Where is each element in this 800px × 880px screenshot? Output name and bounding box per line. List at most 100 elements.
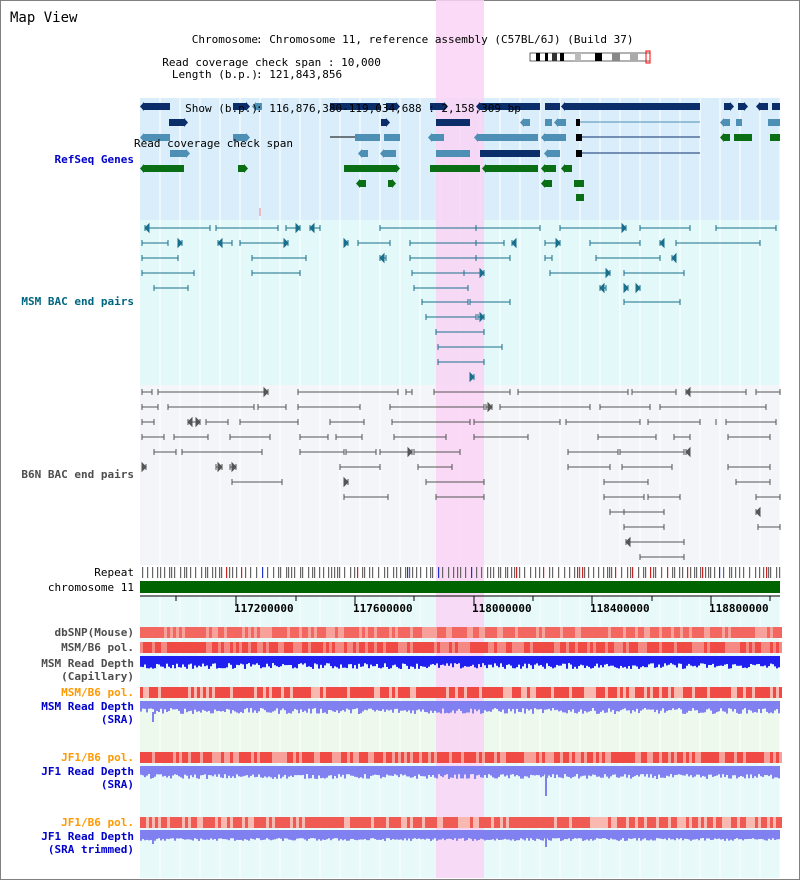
track-label-jf1-read-depth[interactable]: JF1 Read Depth (SRA) xyxy=(41,765,134,791)
depth-bar xyxy=(332,701,334,712)
depth-bar xyxy=(694,766,696,777)
heat-cell xyxy=(290,642,293,653)
track-label-repeat[interactable]: Repeat xyxy=(94,566,134,579)
heat-cell xyxy=(401,627,404,638)
depth-bar xyxy=(526,766,528,777)
heat-cell xyxy=(749,817,752,828)
heat-cell xyxy=(545,642,548,653)
heat-cell xyxy=(488,752,491,763)
heat-cell xyxy=(566,752,569,763)
depth-bar xyxy=(760,701,762,714)
depth-bar xyxy=(168,701,170,711)
depth-bar xyxy=(594,766,596,775)
heat-cell xyxy=(152,817,155,828)
depth-bar xyxy=(318,701,320,714)
depth-bar xyxy=(320,830,322,841)
depth-spike xyxy=(545,774,547,796)
heat-cell xyxy=(287,752,290,763)
gene-arrow xyxy=(444,102,448,111)
gene-arrow xyxy=(428,133,432,142)
gene-arrow xyxy=(561,164,565,173)
heat-cell xyxy=(152,687,155,698)
depth-bar xyxy=(368,830,370,841)
depth-bar xyxy=(176,830,178,839)
depth-bar xyxy=(672,656,674,665)
track-label-b6n-bac[interactable]: B6N BAC end pairs xyxy=(21,468,134,481)
heat-cell xyxy=(509,817,512,828)
track-label-refseq[interactable]: RefSeq Genes xyxy=(54,153,134,166)
track-label-msm-read-depth-sra[interactable]: MSM Read Depth (SRA) xyxy=(41,700,134,726)
depth-bar xyxy=(310,656,312,668)
track-label-jf1-b6-pol-1[interactable]: JF1/B6 pol. xyxy=(61,751,134,764)
track-label-msm-b6-pol-1[interactable]: MSM/B6 pol. xyxy=(61,641,134,654)
heat-cell xyxy=(662,752,665,763)
depth-bar xyxy=(582,766,584,776)
depth-bar xyxy=(296,701,298,710)
depth-bar xyxy=(180,701,182,714)
depth-bar xyxy=(184,830,186,840)
bac-arrow xyxy=(187,416,193,428)
depth-bar xyxy=(470,701,472,709)
heat-cell xyxy=(182,817,185,828)
heat-cell xyxy=(551,627,554,638)
track-label-jf1-b6-pol-2[interactable]: JF1/B6 pol. xyxy=(61,816,134,829)
depth-bar xyxy=(324,656,326,666)
heat-cell xyxy=(224,627,227,638)
depth-bar xyxy=(528,830,530,841)
track-label-msm-bac[interactable]: MSM BAC end pairs xyxy=(21,295,134,308)
depth-bar xyxy=(388,830,390,839)
depth-bar xyxy=(312,656,314,669)
depth-bar xyxy=(192,656,194,669)
depth-bar xyxy=(476,766,478,776)
heat-cell xyxy=(194,627,197,638)
depth-bar xyxy=(350,701,352,714)
heat-cell xyxy=(236,752,239,763)
depth-bar xyxy=(570,656,572,665)
track-label-msm-read-depth-capillary[interactable]: MSM Read Depth (Capillary) xyxy=(41,657,134,683)
heat-cell xyxy=(515,642,518,653)
depth-bar xyxy=(714,656,716,668)
repeat-mark xyxy=(682,567,684,578)
heat-cell xyxy=(407,752,410,763)
depth-bar xyxy=(292,766,294,778)
heat-cell xyxy=(152,752,155,763)
depth-bar xyxy=(422,701,424,710)
gene xyxy=(144,134,170,141)
heat-cell xyxy=(743,627,746,638)
heat-cell xyxy=(341,687,344,698)
depth-bar xyxy=(352,701,354,710)
depth-bar xyxy=(434,766,436,778)
heat-cell xyxy=(566,627,569,638)
bac-arrow xyxy=(407,446,413,458)
depth-bar xyxy=(298,766,300,776)
heat-cell xyxy=(347,642,350,653)
heat-cell xyxy=(254,752,257,763)
depth-bar xyxy=(710,656,712,666)
depth-bar xyxy=(618,766,620,778)
heat-cell xyxy=(455,642,458,653)
bac-arrow xyxy=(295,222,301,234)
track-label-dbsnp[interactable]: dbSNP(Mouse) xyxy=(54,626,134,639)
depth-bar xyxy=(724,830,726,841)
depth-bar xyxy=(314,830,316,839)
heat-cell xyxy=(173,752,176,763)
heat-cell xyxy=(740,687,743,698)
track-label-jf1-read-depth-trimmed[interactable]: JF1 Read Depth (SRA trimmed) xyxy=(41,830,134,856)
depth-bar xyxy=(416,656,418,664)
heat-cell xyxy=(194,817,197,828)
repeat-mark xyxy=(755,567,757,578)
depth-bar xyxy=(582,701,584,714)
heat-cell xyxy=(431,817,434,828)
depth-bar xyxy=(438,830,440,840)
depth-bar xyxy=(504,701,506,714)
depth-bar xyxy=(578,656,580,667)
heat-cell xyxy=(545,752,548,763)
heat-cell xyxy=(344,687,347,698)
track-label-msm-b6-pol-2[interactable]: MSM/B6 pol. xyxy=(61,686,134,699)
depth-bar xyxy=(508,766,510,779)
depth-bar xyxy=(186,830,188,840)
heat-cell xyxy=(713,627,716,638)
depth-bar xyxy=(404,830,406,839)
depth-bar xyxy=(440,701,442,714)
